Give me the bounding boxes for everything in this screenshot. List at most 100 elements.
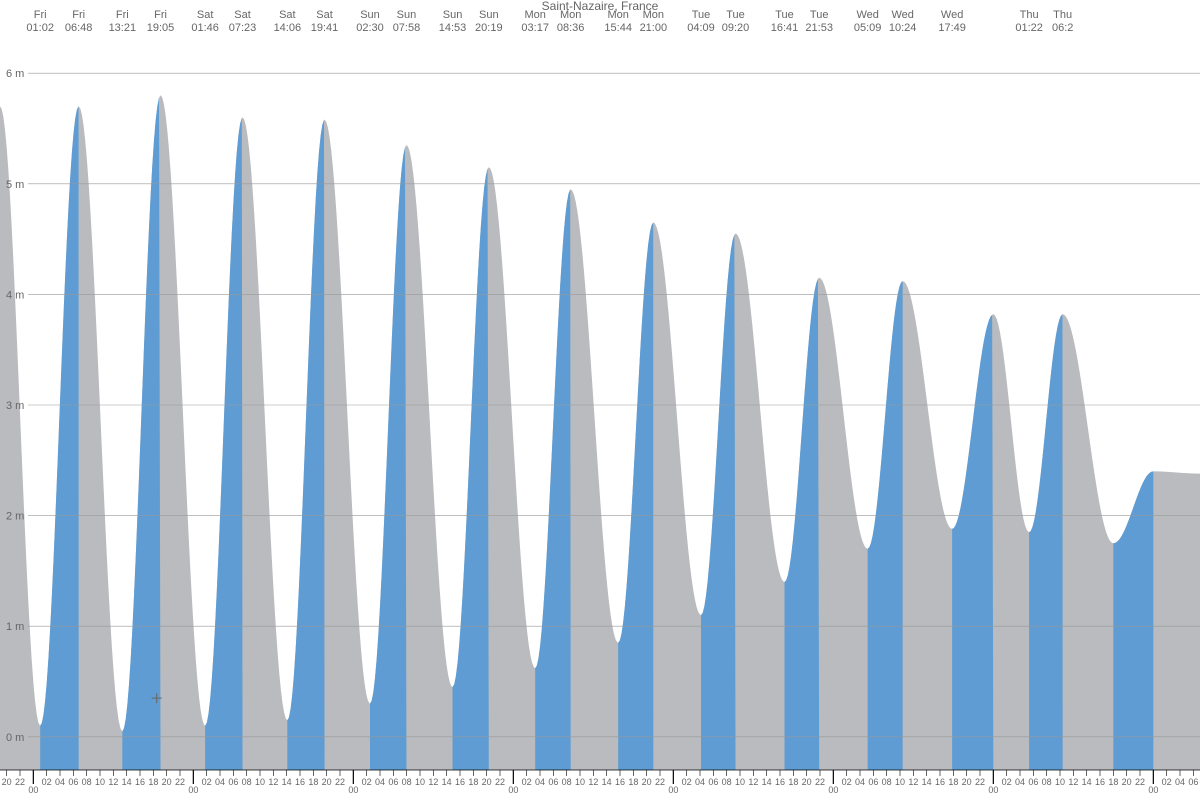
top-label-time: 15:44 <box>604 22 632 34</box>
top-label-day: Wed <box>856 9 878 21</box>
x-axis-label: 22 <box>1135 777 1145 787</box>
x-axis-label: 16 <box>775 777 785 787</box>
top-label-day: Sun <box>479 9 499 21</box>
top-label-time: 04:09 <box>687 22 715 34</box>
x-axis-label: 14 <box>1082 777 1092 787</box>
x-axis-label: 18 <box>1108 777 1118 787</box>
x-axis-label: 02 <box>202 777 212 787</box>
top-label-day: Wed <box>891 9 913 21</box>
top-label-day: Sat <box>197 9 214 21</box>
x-axis-label: 00 <box>1148 785 1158 795</box>
x-axis-label: 10 <box>95 777 105 787</box>
tide-area-blue <box>785 279 820 770</box>
top-label-day: Sun <box>360 9 380 21</box>
x-axis-label: 06 <box>708 777 718 787</box>
top-label-time: 14:53 <box>439 22 467 34</box>
x-axis-label: 08 <box>562 777 572 787</box>
x-axis-label: 12 <box>908 777 918 787</box>
x-axis-label: 10 <box>415 777 425 787</box>
x-axis-label: 22 <box>655 777 665 787</box>
top-label-time: 07:58 <box>393 22 421 34</box>
x-axis-label: 00 <box>828 785 838 795</box>
x-axis-label: 04 <box>1175 777 1185 787</box>
top-label-time: 08:36 <box>557 22 585 34</box>
x-axis-label: 10 <box>735 777 745 787</box>
top-label-time: 01:46 <box>191 22 219 34</box>
y-axis-label: 1 m <box>6 621 24 633</box>
x-axis-label: 14 <box>922 777 932 787</box>
x-axis-label: 02 <box>1162 777 1172 787</box>
x-axis-label: 10 <box>255 777 265 787</box>
top-label-day: Mon <box>643 9 664 21</box>
x-axis-label: 18 <box>628 777 638 787</box>
top-label-day: Sun <box>397 9 417 21</box>
top-label-time: 01:02 <box>26 22 54 34</box>
top-label-time: 21:00 <box>640 22 668 34</box>
x-axis-label: 18 <box>788 777 798 787</box>
tide-area-blue <box>1113 471 1153 770</box>
x-axis-label: 22 <box>335 777 345 787</box>
x-axis-label: 20 <box>2 777 12 787</box>
x-axis-label: 16 <box>295 777 305 787</box>
x-axis-label: 00 <box>508 785 518 795</box>
x-axis-label: 08 <box>722 777 732 787</box>
top-label-day: Sat <box>316 9 333 21</box>
top-label-day: Sat <box>279 9 296 21</box>
x-axis-label: 14 <box>122 777 132 787</box>
x-axis-label: 06 <box>228 777 238 787</box>
x-axis-label: 10 <box>575 777 585 787</box>
x-axis-label: 02 <box>522 777 532 787</box>
top-label-time: 21:53 <box>805 22 833 34</box>
x-axis-label: 08 <box>402 777 412 787</box>
x-axis-label: 20 <box>162 777 172 787</box>
x-axis-label: 04 <box>535 777 545 787</box>
x-axis-label: 06 <box>868 777 878 787</box>
top-label-time: 06:48 <box>65 22 93 34</box>
top-label-time: 19:05 <box>147 22 175 34</box>
top-label-time: 05:09 <box>854 22 882 34</box>
x-axis-label: 06 <box>68 777 78 787</box>
top-label-day: Mon <box>524 9 545 21</box>
x-axis-label: 12 <box>428 777 438 787</box>
x-axis-label: 14 <box>282 777 292 787</box>
x-axis-label: 18 <box>148 777 158 787</box>
top-label-day: Sun <box>443 9 463 21</box>
top-label-time: 16:41 <box>771 22 799 34</box>
x-axis-label: 06 <box>388 777 398 787</box>
x-axis-label: 04 <box>695 777 705 787</box>
x-axis-label: 00 <box>28 785 38 795</box>
tide-area-blue <box>287 120 324 770</box>
x-axis-label: 14 <box>762 777 772 787</box>
tide-area-blue <box>1029 314 1063 770</box>
tide-chart: 0 m1 m2 m3 m4 m5 m6 mSaint-Nazaire, Fran… <box>0 0 1200 800</box>
x-axis-label: 20 <box>642 777 652 787</box>
tide-area-blue <box>535 190 570 770</box>
x-axis-label: 12 <box>748 777 758 787</box>
x-axis-label: 22 <box>175 777 185 787</box>
top-label-day: Fri <box>154 9 167 21</box>
x-axis-label: 22 <box>975 777 985 787</box>
tide-area-blue <box>453 169 489 770</box>
x-axis-label: 06 <box>1188 777 1198 787</box>
y-axis-label: 4 m <box>6 289 24 301</box>
x-axis-label: 12 <box>268 777 278 787</box>
top-label-day: Thu <box>1053 9 1072 21</box>
x-axis-label: 06 <box>548 777 558 787</box>
x-axis-label: 16 <box>1095 777 1105 787</box>
y-axis-label: 3 m <box>6 400 24 412</box>
x-axis-label: 20 <box>322 777 332 787</box>
x-axis-label: 04 <box>375 777 385 787</box>
x-axis-label: 00 <box>668 785 678 795</box>
x-axis-label: 08 <box>82 777 92 787</box>
tide-chart-svg: 0 m1 m2 m3 m4 m5 m6 mSaint-Nazaire, Fran… <box>0 0 1200 800</box>
x-axis-label: 20 <box>1122 777 1132 787</box>
top-label-time: 14:06 <box>274 22 302 34</box>
top-label-time: 09:20 <box>722 22 750 34</box>
x-axis-label: 02 <box>362 777 372 787</box>
x-axis-label: 10 <box>1055 777 1065 787</box>
tide-area-blue <box>40 106 78 770</box>
top-label-day: Mon <box>607 9 628 21</box>
x-axis-label: 12 <box>108 777 118 787</box>
x-axis-label: 18 <box>308 777 318 787</box>
tide-area-blue <box>618 223 653 770</box>
